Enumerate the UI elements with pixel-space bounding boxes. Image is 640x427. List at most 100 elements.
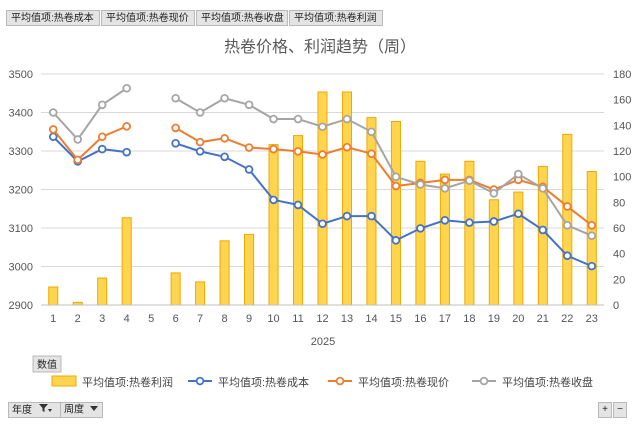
values-label: 数值 <box>37 358 57 371</box>
x-tick-label: 16 <box>414 313 426 325</box>
legend-swatch-marker <box>479 376 489 386</box>
series-point <box>391 181 401 191</box>
series-point <box>562 221 572 230</box>
legend-label: 平均值项:热卷成本 <box>218 375 309 389</box>
x-tick-label: 8 <box>222 313 228 325</box>
series-point <box>440 216 450 225</box>
x-tick-label: 23 <box>586 313 598 325</box>
series-point <box>416 224 425 233</box>
series-point <box>367 149 376 158</box>
bar-profit <box>292 135 304 306</box>
series-point <box>538 184 548 193</box>
series-point <box>171 93 180 103</box>
series-point <box>293 200 303 210</box>
values-label-box <box>32 355 62 373</box>
series-point <box>342 142 352 152</box>
y-right-tick-label: 140 <box>613 120 631 132</box>
line-series-group <box>48 83 597 271</box>
series-line <box>175 127 593 227</box>
bar-profit <box>268 144 279 306</box>
series-point <box>122 83 131 93</box>
y-left-tick-label: 3400 <box>9 108 33 120</box>
series-point <box>244 143 254 152</box>
series-point <box>195 108 205 117</box>
series-point <box>538 225 548 235</box>
series-point <box>440 184 450 193</box>
y-right-tick-label: 180 <box>613 69 631 81</box>
zoom-out-button[interactable]: − <box>613 402 627 418</box>
x-tick-label: 20 <box>512 313 524 325</box>
y-right-tick-label: 0 <box>613 300 619 312</box>
x-tick-label: 14 <box>365 313 377 325</box>
zoom-in-button[interactable]: + <box>598 402 612 418</box>
series-point <box>220 133 229 143</box>
axis-group: 2900 3000 3100 3200 3300 3400 3500 0 20 40 60 80 100… <box>9 69 632 325</box>
series-point <box>293 114 303 124</box>
bar-profit <box>219 240 230 306</box>
y-right-tick-label: 80 <box>613 197 625 209</box>
x-tick-label: 15 <box>390 313 402 325</box>
bar-profit <box>244 233 255 306</box>
field-btn-price[interactable]: 平均值项:热卷现价 <box>101 10 195 26</box>
legend-swatch-marker <box>195 376 205 386</box>
series-point <box>440 175 450 185</box>
field-btn-profit[interactable]: 平均值项:热卷利润 <box>289 10 383 26</box>
series-line <box>52 136 127 163</box>
series-point <box>391 172 401 182</box>
chart-title: 热卷价格、利润趋势（周） <box>224 38 416 56</box>
series-point <box>269 144 278 154</box>
series-point <box>514 169 523 179</box>
x-group-label: 2025 <box>311 336 335 348</box>
bar-profit <box>97 277 108 306</box>
series-point <box>587 261 597 271</box>
bar-profit <box>170 272 181 306</box>
bar-profit <box>390 120 401 306</box>
series-point <box>318 219 327 229</box>
series-line <box>52 125 128 162</box>
axis-field-week[interactable]: 周度 <box>60 402 103 418</box>
series-point <box>244 165 254 174</box>
series-point <box>318 122 327 132</box>
x-tick-label: 22 <box>561 313 573 325</box>
series-point <box>97 100 107 110</box>
y-left-tick-label: 3200 <box>9 185 33 197</box>
y-left-tick-label: 3100 <box>9 223 33 235</box>
series-line <box>52 87 128 142</box>
series-point <box>48 108 58 117</box>
x-tick-label: 10 <box>267 313 279 325</box>
series-point <box>220 152 229 162</box>
y-right-tick-label: 160 <box>613 95 631 107</box>
series-line <box>175 142 593 268</box>
x-tick-label: 12 <box>316 313 328 325</box>
series-point <box>562 251 572 261</box>
dropdown-icon[interactable] <box>89 403 98 417</box>
legend-label-profit: 平均值项:热卷利润 <box>82 375 173 389</box>
y-left-tick-label: 2900 <box>9 300 33 312</box>
bar-profit <box>195 281 206 306</box>
series-point <box>489 217 499 226</box>
series-point <box>367 127 376 137</box>
series-point <box>220 93 229 103</box>
x-tick-label: 17 <box>439 313 451 325</box>
x-tick-label: 4 <box>124 313 130 325</box>
filter-icon[interactable] <box>38 403 52 418</box>
series-point <box>318 150 327 159</box>
x-tick-label: 9 <box>246 313 252 325</box>
series-point <box>195 147 205 156</box>
x-tick-label: 3 <box>99 313 105 325</box>
y-right-tick-label: 120 <box>613 146 631 158</box>
series-point <box>342 211 352 221</box>
x-tick-label: 21 <box>537 313 549 325</box>
series-point <box>97 132 107 142</box>
field-btn-close[interactable]: 平均值项:热卷收盘 <box>196 10 288 26</box>
legend-swatch-profit <box>51 375 77 387</box>
series-point <box>244 100 254 110</box>
y-right-tick-label: 20 <box>613 274 625 286</box>
x-tick-label: 18 <box>463 313 475 325</box>
field-btn-cost[interactable]: 平均值项:热卷成本 <box>6 10 100 26</box>
series-point <box>48 125 58 134</box>
series-point <box>269 195 278 205</box>
series-point <box>514 209 523 219</box>
x-tick-label: 2 <box>75 313 81 325</box>
axis-field-year[interactable]: 年度 <box>8 402 61 418</box>
